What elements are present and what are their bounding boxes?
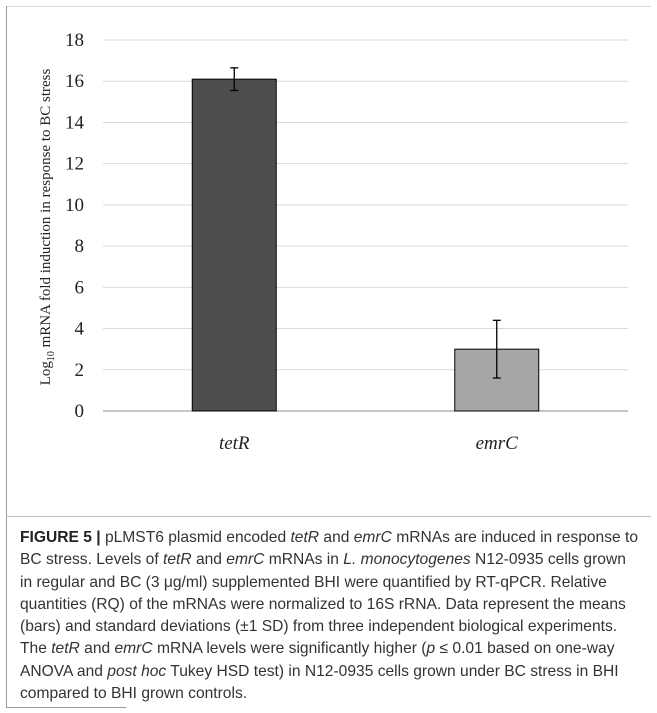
caption-segment: emrC [226,551,265,569]
caption-segment: tetR [51,640,80,658]
caption-segment: mRNAs in [264,551,344,569]
y-tick-label: 2 [75,360,85,381]
y-tick-label: 10 [65,195,84,216]
x-category-label: tetR [219,433,250,454]
frame-bottom-border [6,707,126,708]
frame-top-border [6,6,651,7]
y-tick-label: 12 [65,154,84,175]
caption-segment: and [191,551,227,569]
y-tick-label: 4 [75,319,85,340]
grid-lines [103,39,628,412]
caption-segment: mRNA levels were significantly higher ( [152,640,427,658]
caption-segment: p [426,640,436,658]
error-bars [230,67,501,379]
y-tick-label: 18 [65,30,84,51]
caption-segment: mRNAs are induced in response to BC stre… [20,529,639,569]
bar-tetR [191,78,277,412]
caption-segment: L. monocytogenes [343,551,471,569]
y-tick-labels: 0 2 4 6 8 10 12 14 16 18 [65,30,85,422]
caption-segment: pLMST6 plasmid encoded [100,529,291,546]
caption-body: pLMST6 plasmid encoded tetR and emrC mRN… [20,529,638,702]
caption-divider [6,516,651,517]
y-tick-label: 0 [75,401,85,422]
caption-segment: tetR [290,529,320,546]
caption-segment: Tukey HSD test) in N12-0935 cells grown … [20,662,619,703]
x-category-label: emrC [476,433,519,454]
caption-segment: ≤ 0.01 based on one-way ANOVA and [20,640,615,680]
caption-segment: N12-0935 cells grown in regular and BC (… [20,551,626,658]
y-axis-title-subscript: 10 [46,351,57,361]
caption-segment: and [319,529,354,546]
x-category-labels: tetR emrC [219,433,518,454]
bars [191,78,540,412]
figure-caption: FIGURE 5 | pLMST6 plasmid encoded tetR a… [20,527,642,705]
y-axis-title: Log10 mRNA fold induction in response to… [38,69,57,386]
caption-segment: tetR [163,551,192,569]
y-tick-label: 8 [75,236,85,257]
y-tick-label: 6 [75,277,85,298]
y-tick-label: 14 [65,112,85,133]
caption-segment: and [79,640,115,658]
frame-left-border [6,6,7,708]
caption-segment: emrC [114,640,153,658]
caption-label: FIGURE 5 | [20,529,101,546]
y-axis-title-prefix: Log [38,361,54,386]
caption-segment: emrC [353,529,392,546]
y-axis-title-rest: mRNA fold induction in response to BC st… [38,69,54,352]
bar-chart: 0 2 4 6 8 10 12 14 16 18 tetR emrC Log10 mRNA fold… [38,30,628,454]
y-tick-label: 16 [65,71,84,92]
caption-segment: post hoc [107,662,167,680]
